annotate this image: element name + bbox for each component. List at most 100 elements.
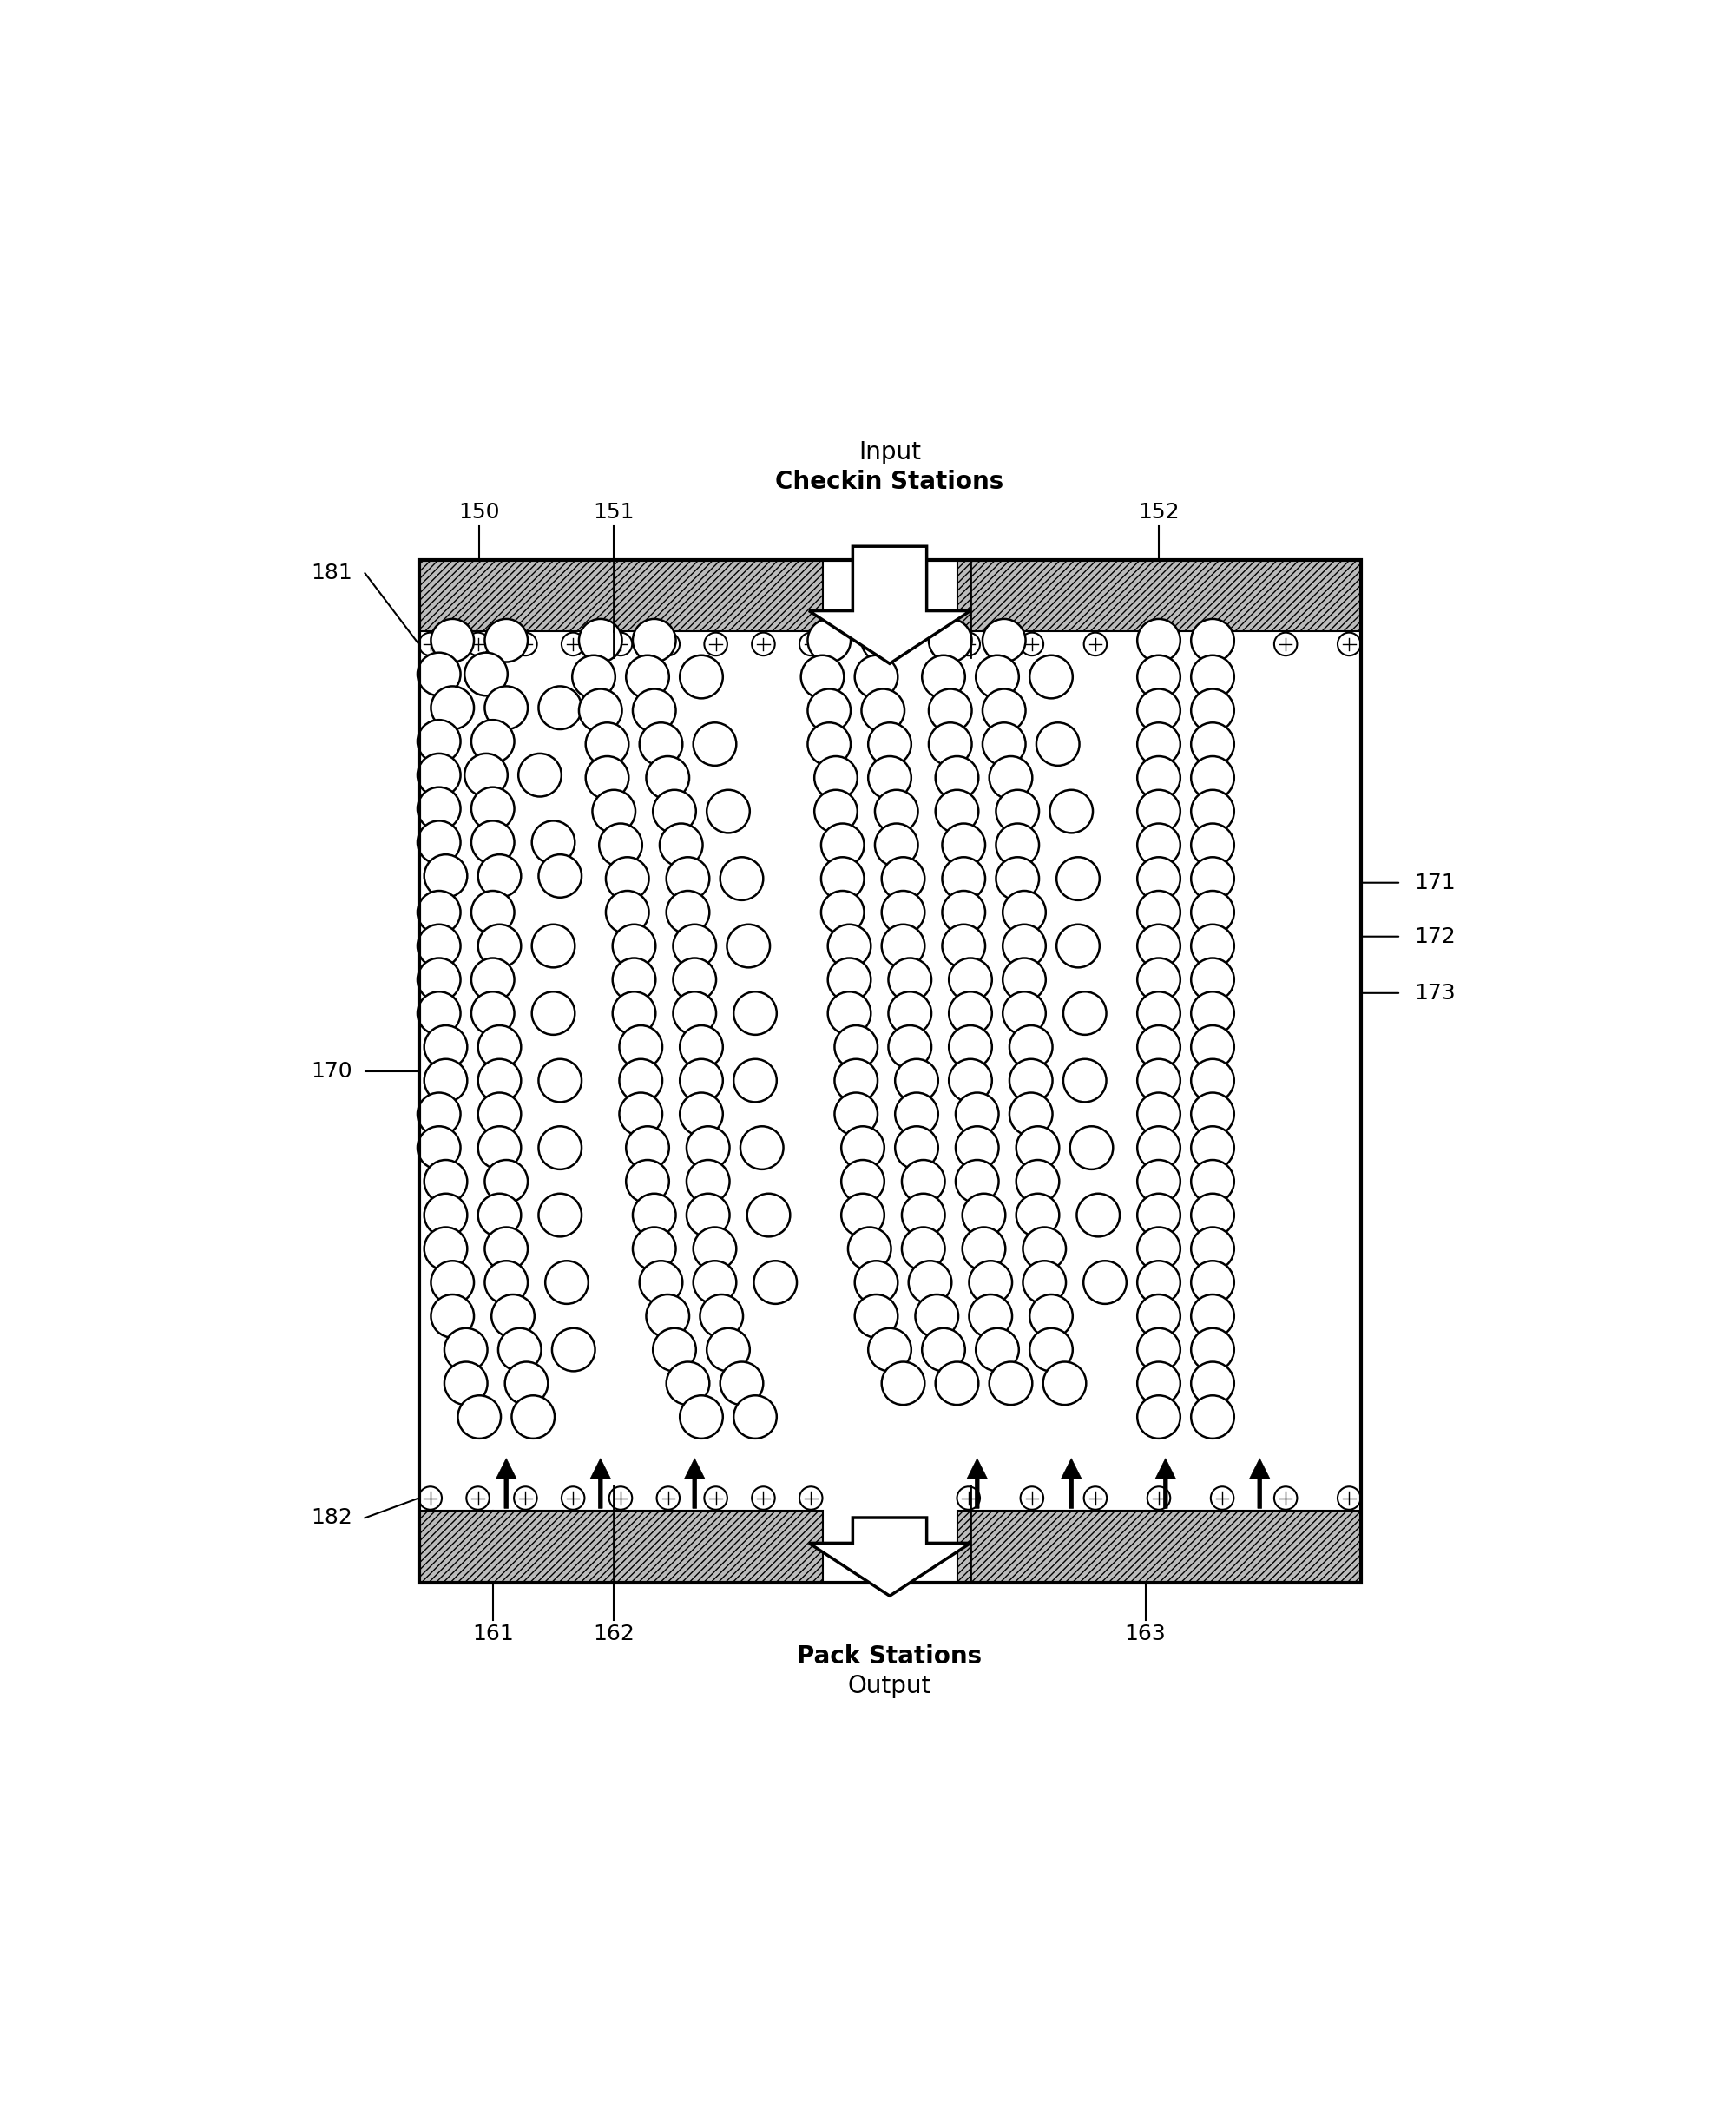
Circle shape	[1191, 1092, 1234, 1135]
Circle shape	[990, 757, 1033, 800]
Circle shape	[969, 1294, 1012, 1338]
Text: 172: 172	[1415, 927, 1457, 946]
Circle shape	[639, 1260, 682, 1304]
Circle shape	[484, 687, 528, 730]
Circle shape	[955, 1126, 998, 1169]
Circle shape	[417, 1126, 460, 1169]
Text: 170: 170	[311, 1060, 352, 1082]
Circle shape	[861, 689, 904, 732]
Circle shape	[424, 1194, 467, 1237]
Circle shape	[1191, 891, 1234, 933]
Circle shape	[882, 1362, 925, 1404]
Circle shape	[1009, 1058, 1052, 1103]
Circle shape	[734, 1058, 776, 1103]
Text: 162: 162	[594, 1623, 635, 1644]
Circle shape	[1137, 1294, 1180, 1338]
Bar	[418, 560, 1361, 1582]
Circle shape	[1191, 1396, 1234, 1438]
FancyArrow shape	[1061, 1459, 1082, 1508]
Circle shape	[882, 857, 925, 899]
Circle shape	[996, 789, 1040, 834]
Bar	[418, 1510, 823, 1582]
Circle shape	[854, 1294, 898, 1338]
Circle shape	[901, 1160, 944, 1203]
Circle shape	[1016, 1160, 1059, 1203]
Circle shape	[444, 1328, 488, 1370]
Circle shape	[1191, 925, 1234, 967]
Circle shape	[1191, 1260, 1234, 1304]
FancyArrow shape	[809, 1519, 970, 1595]
Circle shape	[1137, 1024, 1180, 1069]
Circle shape	[620, 1024, 663, 1069]
Circle shape	[821, 823, 865, 867]
Circle shape	[578, 689, 621, 732]
Circle shape	[1009, 1092, 1052, 1135]
Circle shape	[929, 723, 972, 766]
Circle shape	[681, 1092, 722, 1135]
FancyArrow shape	[684, 1459, 705, 1508]
Circle shape	[1191, 789, 1234, 834]
Circle shape	[592, 789, 635, 834]
Circle shape	[484, 1260, 528, 1304]
Circle shape	[431, 619, 474, 662]
Circle shape	[674, 959, 717, 1001]
Circle shape	[667, 857, 710, 899]
Circle shape	[996, 857, 1040, 899]
Circle shape	[632, 689, 675, 732]
Circle shape	[686, 1194, 729, 1237]
Circle shape	[686, 1160, 729, 1203]
Circle shape	[538, 1126, 582, 1169]
Circle shape	[667, 891, 710, 933]
Circle shape	[417, 891, 460, 933]
Circle shape	[465, 753, 507, 797]
Circle shape	[653, 789, 696, 834]
Circle shape	[620, 1092, 663, 1135]
Circle shape	[896, 1126, 937, 1169]
Circle shape	[418, 632, 443, 655]
Bar	[418, 560, 823, 632]
Circle shape	[498, 1328, 542, 1370]
Circle shape	[1191, 1058, 1234, 1103]
Circle shape	[835, 1024, 878, 1069]
Circle shape	[707, 789, 750, 834]
Circle shape	[799, 632, 823, 655]
Circle shape	[609, 632, 632, 655]
Circle shape	[561, 632, 585, 655]
Text: 152: 152	[1139, 503, 1179, 524]
FancyArrow shape	[967, 1459, 988, 1508]
Circle shape	[943, 857, 986, 899]
Circle shape	[821, 891, 865, 933]
Circle shape	[417, 787, 460, 829]
Circle shape	[1009, 1024, 1052, 1069]
Circle shape	[875, 823, 918, 867]
Circle shape	[613, 959, 656, 1001]
Circle shape	[1137, 1396, 1180, 1438]
Circle shape	[955, 1092, 998, 1135]
Bar	[957, 1510, 1361, 1582]
Circle shape	[1069, 1126, 1113, 1169]
Circle shape	[1057, 857, 1099, 899]
Circle shape	[470, 719, 514, 764]
Circle shape	[746, 1194, 790, 1237]
Circle shape	[882, 925, 925, 967]
Text: 181: 181	[311, 562, 352, 583]
Circle shape	[578, 619, 621, 662]
Text: Checkin Stations: Checkin Stations	[776, 469, 1003, 494]
Circle shape	[585, 757, 628, 800]
Circle shape	[700, 1294, 743, 1338]
Circle shape	[936, 757, 979, 800]
Bar	[418, 658, 1361, 1485]
Circle shape	[1021, 632, 1043, 655]
Circle shape	[470, 821, 514, 863]
Circle shape	[734, 1396, 776, 1438]
Circle shape	[950, 993, 991, 1035]
Text: Output: Output	[847, 1673, 932, 1699]
Circle shape	[477, 1092, 521, 1135]
Circle shape	[470, 891, 514, 933]
Circle shape	[1147, 1487, 1170, 1510]
Circle shape	[1274, 1487, 1297, 1510]
Circle shape	[1023, 1260, 1066, 1304]
Circle shape	[976, 655, 1019, 698]
Circle shape	[1191, 723, 1234, 766]
Circle shape	[1137, 723, 1180, 766]
